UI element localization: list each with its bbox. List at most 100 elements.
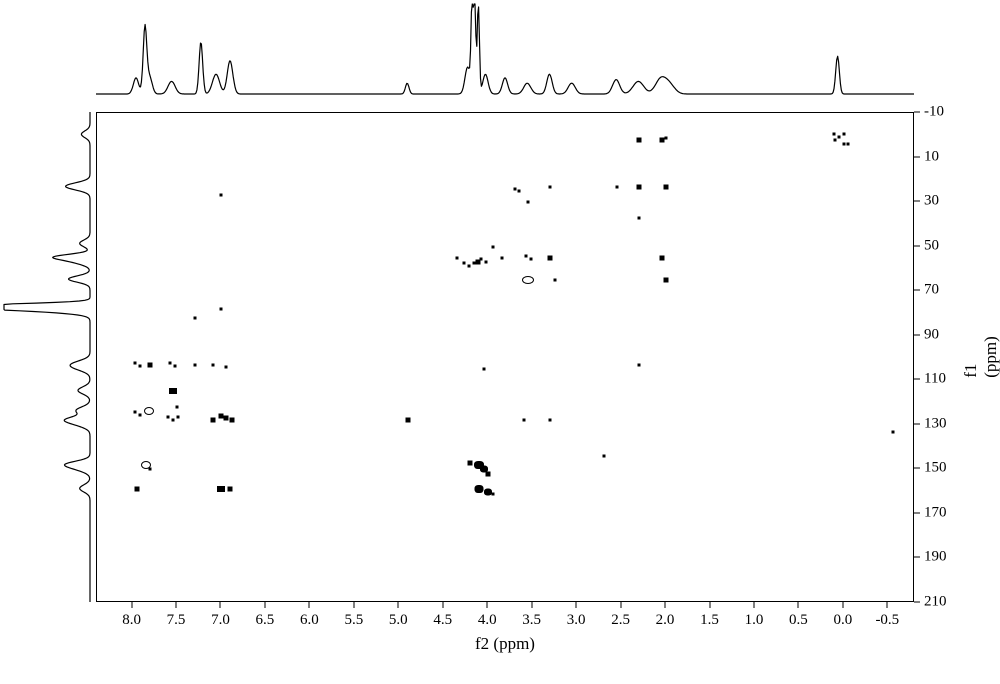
y-tick <box>914 201 920 202</box>
correlation-peak <box>522 419 525 422</box>
x-tick <box>842 602 843 608</box>
correlation-peak <box>602 455 605 458</box>
y-tick-label: 170 <box>924 504 947 521</box>
x-tick <box>353 602 354 608</box>
y-tick <box>914 512 920 513</box>
projection-13c-left <box>0 112 96 602</box>
correlation-peak <box>149 468 152 471</box>
correlation-peak <box>843 132 846 135</box>
x-tick <box>709 602 710 608</box>
x-tick <box>576 602 577 608</box>
x-tick <box>798 602 799 608</box>
correlation-peak <box>193 363 196 366</box>
x-tick-label: 1.0 <box>745 612 764 629</box>
correlation-peak <box>842 143 845 146</box>
x-tick-label: 7.5 <box>167 612 186 629</box>
x-tick <box>131 602 132 608</box>
x-tick <box>665 602 666 608</box>
x-tick <box>264 602 265 608</box>
correlation-peak <box>482 368 485 371</box>
y-tick <box>914 379 920 380</box>
correlation-peak <box>524 255 527 258</box>
x-axis-title: f2 (ppm) <box>475 634 535 654</box>
x-tick-label: 0.5 <box>789 612 808 629</box>
correlation-peak <box>210 418 215 423</box>
correlation-peak <box>847 143 850 146</box>
correlation-peak <box>891 430 894 433</box>
correlation-peak <box>553 279 556 282</box>
x-tick <box>220 602 221 608</box>
hmbc-2d-plot <box>96 112 914 602</box>
x-tick <box>442 602 443 608</box>
x-tick-label: 6.5 <box>256 612 275 629</box>
projection-1h-top <box>96 0 914 102</box>
y-tick <box>914 245 920 246</box>
correlation-peak <box>637 137 642 142</box>
x-tick <box>753 602 754 608</box>
correlation-peak <box>223 416 228 421</box>
correlation-peak <box>664 278 669 283</box>
correlation-peak <box>406 418 411 423</box>
correlation-peak <box>144 407 154 415</box>
correlation-peak <box>529 258 532 261</box>
correlation-peak <box>166 415 169 418</box>
y-tick <box>914 468 920 469</box>
correlation-peak <box>522 276 534 284</box>
correlation-peak <box>637 184 642 189</box>
correlation-peak <box>527 201 530 204</box>
correlation-peak <box>193 316 196 319</box>
correlation-peak <box>138 414 141 417</box>
correlation-peak <box>220 194 223 197</box>
correlation-peak <box>838 135 841 138</box>
correlation-peak <box>659 137 664 142</box>
correlation-peak <box>462 261 465 264</box>
correlation-peak <box>135 487 140 492</box>
y-tick-label: 150 <box>924 460 947 477</box>
correlation-peak <box>480 257 483 260</box>
x-tick <box>176 602 177 608</box>
y-tick <box>914 156 920 157</box>
correlation-peak <box>171 418 174 421</box>
projection-13c-trace <box>4 112 90 602</box>
correlation-peak <box>659 255 664 260</box>
correlation-peak <box>513 187 516 190</box>
x-tick-label: 5.0 <box>389 612 408 629</box>
y-tick <box>914 602 920 603</box>
correlation-peak <box>456 256 459 259</box>
correlation-peak <box>549 419 552 422</box>
x-tick <box>309 602 310 608</box>
correlation-peak <box>169 362 172 365</box>
correlation-peak <box>468 460 473 465</box>
y-axis-title: f1 (ppm) <box>961 336 1000 378</box>
correlation-peak <box>228 487 233 492</box>
correlation-peak <box>467 264 470 267</box>
x-tick-label: 5.5 <box>344 612 363 629</box>
y-tick-label: 190 <box>924 549 947 566</box>
correlation-peak <box>472 261 475 264</box>
correlation-peak <box>176 406 179 409</box>
y-tick <box>914 112 920 113</box>
x-tick-label: 1.5 <box>700 612 719 629</box>
projection-1h-trace <box>96 4 914 94</box>
x-tick <box>398 602 399 608</box>
correlation-peak <box>174 365 177 368</box>
y-tick-label: 30 <box>924 193 939 210</box>
correlation-peak <box>475 260 480 265</box>
correlation-peak <box>491 492 494 495</box>
x-tick-label: 4.0 <box>478 612 497 629</box>
correlation-peak <box>133 362 136 365</box>
x-tick-label: 4.5 <box>433 612 452 629</box>
correlation-peak <box>138 365 141 368</box>
correlation-peak <box>133 411 136 414</box>
correlation-peak <box>518 189 521 192</box>
correlation-peak <box>833 138 836 141</box>
x-tick-label: 6.0 <box>300 612 319 629</box>
x-tick-label: 0.0 <box>833 612 852 629</box>
x-tick-label: 3.0 <box>567 612 586 629</box>
correlation-peak <box>224 365 227 368</box>
correlation-peak <box>638 363 641 366</box>
x-tick-label: 2.5 <box>611 612 630 629</box>
x-tick <box>531 602 532 608</box>
correlation-peak <box>549 185 552 188</box>
y-tick-label: 90 <box>924 326 939 343</box>
